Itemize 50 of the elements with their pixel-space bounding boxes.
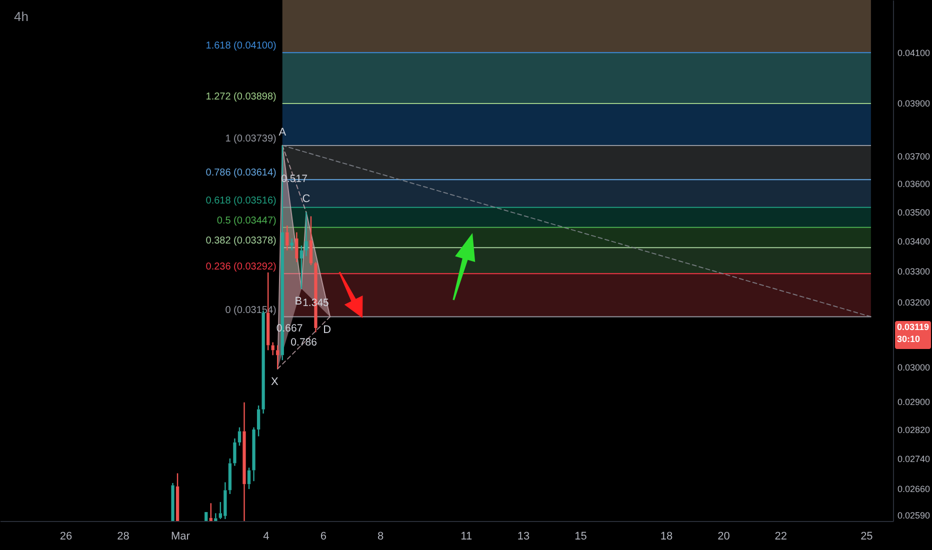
y-tick-label: 0.03900: [898, 98, 930, 108]
x-tick-label: 18: [660, 530, 673, 542]
y-tick-label: 0.02590: [898, 510, 930, 521]
y-tick-label: 0.02820: [898, 424, 930, 435]
y-tick-label: 0.04100: [898, 48, 930, 58]
y-tick-label: 0.03400: [898, 236, 930, 247]
ref-line-label: 0.618 (0.03516): [206, 195, 276, 206]
y-tick-label: 0.02660: [898, 484, 930, 494]
candlestick: [204, 512, 208, 521]
x-tick-label: 6: [320, 530, 326, 542]
y-tick-label: 0.03300: [898, 266, 930, 277]
ref-line-label: 1.618 (0.04100): [206, 40, 276, 52]
ref-line-label: 0.5 (0.03447): [216, 215, 276, 226]
x-tick-label: 22: [774, 530, 788, 542]
ref-line-label: 1 (0.03739): [225, 133, 276, 144]
y-tick-label: 0.03700: [898, 152, 930, 162]
x-tick-label: Mar: [170, 530, 190, 542]
annotation: C: [302, 193, 310, 206]
x-tick-label: 13: [517, 530, 530, 542]
ref-line-label: 0.382 (0.03378): [206, 236, 276, 247]
x-tick-label: 28: [117, 530, 130, 542]
x-tick-label: 11: [460, 530, 472, 542]
x-tick-label: 4: [263, 530, 270, 542]
ref-line-label: 1.272 (0.03898): [206, 92, 276, 103]
x-tick-label: 8: [378, 530, 384, 542]
text: 0.03119 30:10: [897, 322, 930, 344]
annotation: X: [270, 376, 279, 388]
y-tick-label: 0.03500: [898, 207, 930, 218]
candlestick: [304, 212, 308, 257]
y-tick-label: 0.03600: [898, 179, 930, 190]
y-tick-label: 0.03200: [898, 298, 930, 308]
ref-line-label: 0.236 (0.03292): [206, 262, 276, 273]
x-tick-label: 25: [860, 530, 873, 542]
annotation: B: [294, 296, 302, 308]
x-tick-label: 15: [574, 530, 587, 542]
y-tick-label: 0.02900: [898, 396, 930, 407]
y-tick-label: 0.02740: [898, 454, 930, 464]
candlestick: [252, 426, 256, 482]
annotation: 0.786: [290, 336, 318, 349]
text: 4h: [14, 9, 28, 24]
candlestick: [295, 232, 298, 263]
annotation: A: [278, 126, 287, 138]
x-tick-label: 20: [718, 530, 730, 542]
x-tick-label: 26: [60, 530, 72, 542]
candlestick: [209, 502, 212, 521]
candlestick: [242, 402, 246, 522]
annotation: D: [323, 324, 332, 336]
ref-line-label: 0.786 (0.03614): [206, 168, 276, 179]
candlestick: [233, 438, 236, 466]
y-tick-label: 0.03000: [898, 362, 930, 373]
